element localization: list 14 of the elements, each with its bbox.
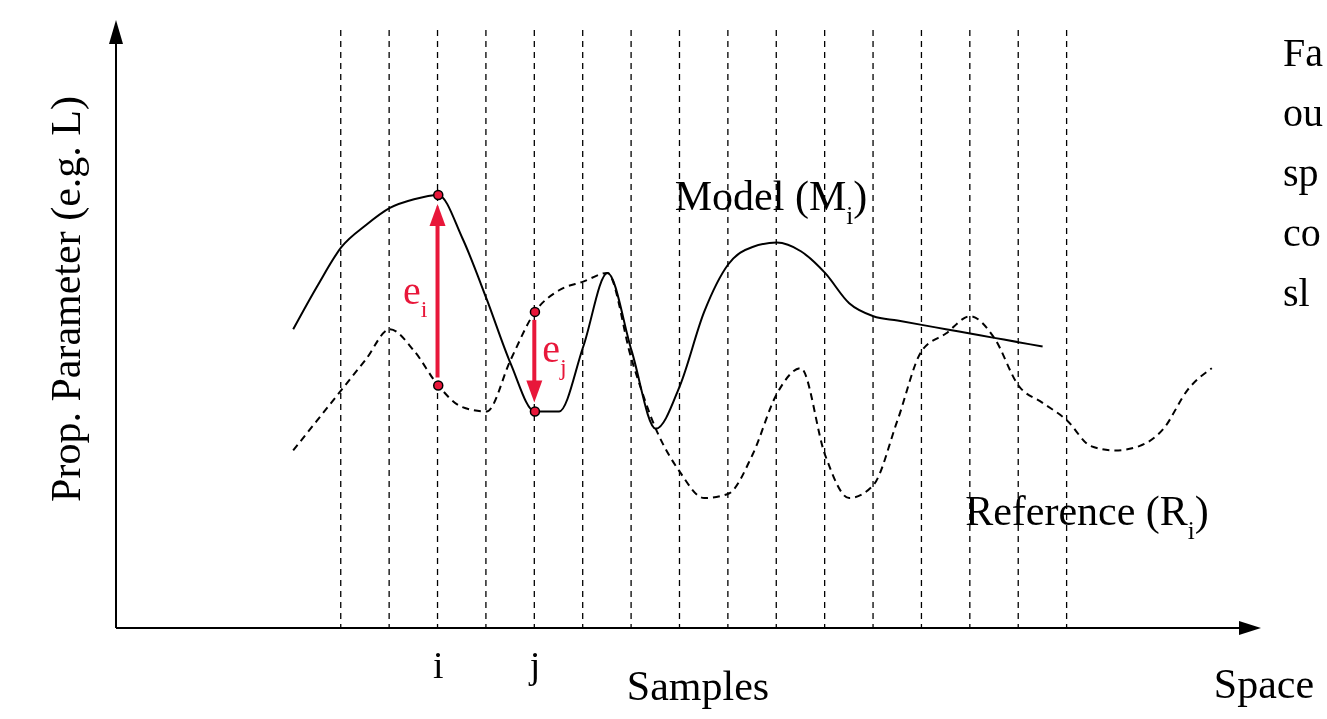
text: sp (1283, 150, 1319, 195)
annotation: e$_{j}$ (542, 325, 567, 380)
text: Fa (1283, 30, 1324, 75)
text: Samples (626, 663, 770, 709)
text: ou (1283, 90, 1323, 135)
series-label: Model (M$_{i}$) (674, 173, 868, 229)
x-tick-label: i (432, 644, 444, 686)
y-axis-title: Prop. Parameter (e.g. L) (43, 96, 90, 502)
series-label: Reference (R$_{i}$) (965, 488, 1209, 544)
text: sl (1283, 270, 1310, 315)
annotation: e$_{i}$ (403, 268, 428, 323)
text: co (1283, 210, 1321, 255)
x-tick-label: j (527, 644, 541, 686)
x-axis-title: Space (1213, 661, 1315, 707)
